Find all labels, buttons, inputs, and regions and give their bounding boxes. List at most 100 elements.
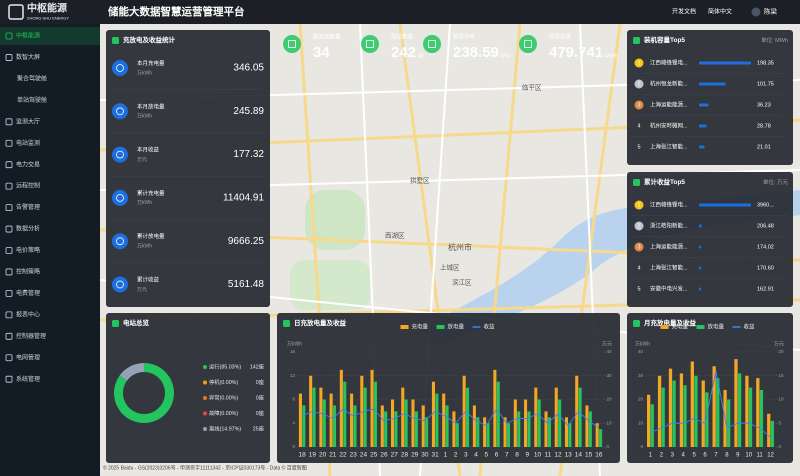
panel-unit: 单位: 万元 [763,178,789,186]
menu-icon [5,182,13,190]
bar [537,399,541,447]
menu-item[interactable]: 数据分析 [16,225,40,233]
y-tick-label: 12 [290,373,296,378]
rank-badge [634,200,644,210]
bar [442,393,446,447]
bar [745,375,749,447]
y2-tick-label: 15 [779,373,785,378]
menu-item[interactable]: 电力交易 [16,160,40,168]
menu-item[interactable]: 告警管理 [16,203,40,211]
menu-item[interactable]: 电站监测 [16,139,40,147]
x-tick-label: 14 [575,452,583,459]
bar [517,411,521,447]
bar [353,405,357,447]
rank-name: 上海张江智能... [650,263,688,271]
legend-swatch [696,325,705,329]
bar [360,375,364,447]
menu-icon [5,225,13,233]
bar [476,417,480,447]
bar [647,394,651,447]
x-tick-label: 15 [585,452,593,459]
stat-value: 346.05 [233,63,264,74]
menu-icon [5,118,13,126]
bar [343,381,347,447]
bar [683,385,687,447]
kpi-unit: 座 [418,51,424,59]
legend-dot [203,365,207,369]
menu-icon [5,311,13,319]
menu-item[interactable]: 控制器管理 [16,332,46,340]
bar [657,375,662,447]
legend-label: 运行(85.03%) [209,362,241,370]
x-tick-label: 18 [298,452,306,459]
menu-item[interactable]: 系统管理 [16,375,40,383]
bar [401,387,405,447]
menu-item[interactable]: 单站驾驶舱 [17,96,47,104]
stat-label: 本月充电量 [137,59,165,67]
header-link[interactable]: 开发文档 [672,8,696,16]
x-tick-label: 26 [380,452,388,459]
rank-bar [699,124,707,128]
menu-item[interactable]: 聚合驾驶舱 [17,74,47,82]
menu-icon [5,289,13,297]
panel-icon [633,320,640,327]
bar [734,359,738,447]
kpi-icon-inner [366,40,374,48]
bar [390,399,395,447]
rank-name: 上海张江智能... [650,142,688,150]
legend-label: 充电量 [672,322,689,330]
user-name[interactable]: 陈梁 [764,7,778,16]
x-tick-label: 23 [350,452,358,459]
rank: 5 [637,286,640,292]
menu-item[interactable]: 远程控制 [16,182,40,190]
y-tick-label: 8 [292,397,295,402]
rank-value: 28.78 [757,123,771,129]
stat-value: 5161.48 [228,279,265,290]
bar [380,405,384,447]
y-tick-label: 30 [638,373,644,378]
x-tick-label: 20 [319,452,327,459]
x-tick-label: 5 [692,453,696,459]
menu-item[interactable]: 电网管理 [16,353,40,361]
rank-bar [699,145,705,149]
stat-icon-inner [116,280,124,289]
rank-bar [699,287,702,291]
rank-value: 206.48 [757,223,774,229]
kpi-icon [361,35,379,53]
y2-tick-label: 0 [779,444,782,449]
x-tick-label: 7 [714,453,718,459]
menu-icon [5,204,13,212]
bar [319,387,323,447]
bar [650,404,654,447]
kpi-value: 238.59 [453,44,499,61]
map-label: 西湖区 [385,231,405,240]
x-tick-label: 1 [649,453,653,459]
stat-value: 11404.91 [223,193,264,204]
rank-name: 江西赣锋锂电... [650,58,688,66]
bar [483,417,487,447]
bar [339,369,343,447]
menu-item[interactable]: 电费管理 [16,289,40,297]
menu-item[interactable]: 电价策略 [16,246,40,254]
y-tick-label: 40 [638,349,644,354]
kpi-icon-inner [524,40,532,48]
bar [712,366,716,447]
menu-item[interactable]: 数智大屏 [16,53,40,61]
legend-label: 收益 [484,322,496,330]
menu-item[interactable]: 监测大厅 [16,117,40,125]
bar [312,387,316,447]
bar [466,387,470,447]
menu-item[interactable]: 报表中心 [16,310,40,318]
header-link[interactable]: 简体中文 [708,8,732,16]
axis-label: 万kWh [635,341,650,347]
menu-item[interactable]: 中枢能源 [16,32,40,40]
bar [701,380,705,447]
menu-item[interactable]: 控制策略 [16,268,40,276]
rank-name: 浙江皓阳新能... [650,221,688,229]
stat-icon [112,60,128,76]
bar [445,405,449,447]
stat-label: 累计收益 [137,275,160,283]
y2-tick-label: 10 [779,397,785,402]
y-tick-label: 0 [292,444,295,449]
